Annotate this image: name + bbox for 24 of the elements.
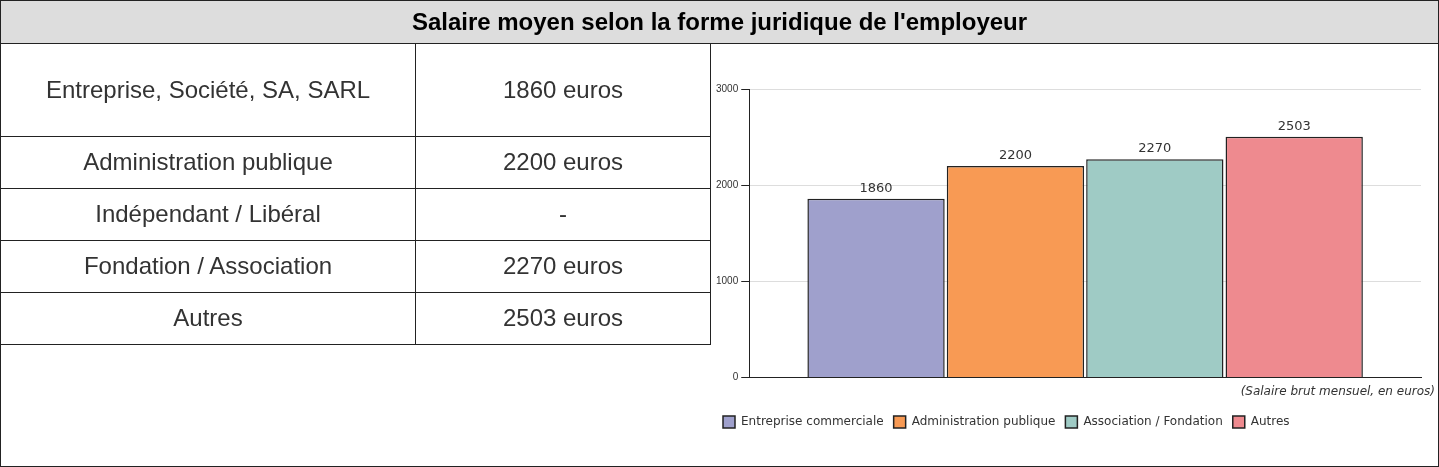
legend-label: Administration publique	[911, 414, 1056, 429]
legend-label: Autres	[1250, 414, 1290, 429]
y-tick-label: 0	[732, 371, 739, 383]
legend-label: Association / Fondation	[1083, 414, 1223, 429]
text: 2200 euros	[415, 136, 711, 188]
y-tick-label: 2000	[716, 178, 739, 190]
text: Indépendant / Libéral	[1, 188, 416, 240]
text: 2503 euros	[415, 292, 711, 344]
data-label: 2200	[998, 146, 1032, 162]
text: Fondation / Association	[1, 240, 416, 292]
text: Entreprise, Société, SA, SARL	[1, 44, 416, 136]
text: Autres	[1, 292, 416, 344]
data-label: 2503	[1277, 117, 1311, 133]
text: -	[415, 188, 711, 240]
data-label: 2270	[1138, 140, 1172, 156]
text: Salaire moyen selon la forme juridique de l'employeur	[1, 1, 1438, 44]
text: (Salaire brut mensuel, en euros)	[1240, 383, 1435, 398]
text: 1860 euros	[415, 44, 711, 136]
text: 2270 euros	[415, 240, 711, 292]
text: Administration publique	[1, 136, 416, 188]
y-tick-label: 1000	[716, 275, 739, 287]
legend-label: Entreprise commerciale	[741, 414, 884, 429]
data-label: 1860	[859, 179, 893, 195]
y-tick-label: 3000	[716, 82, 739, 94]
